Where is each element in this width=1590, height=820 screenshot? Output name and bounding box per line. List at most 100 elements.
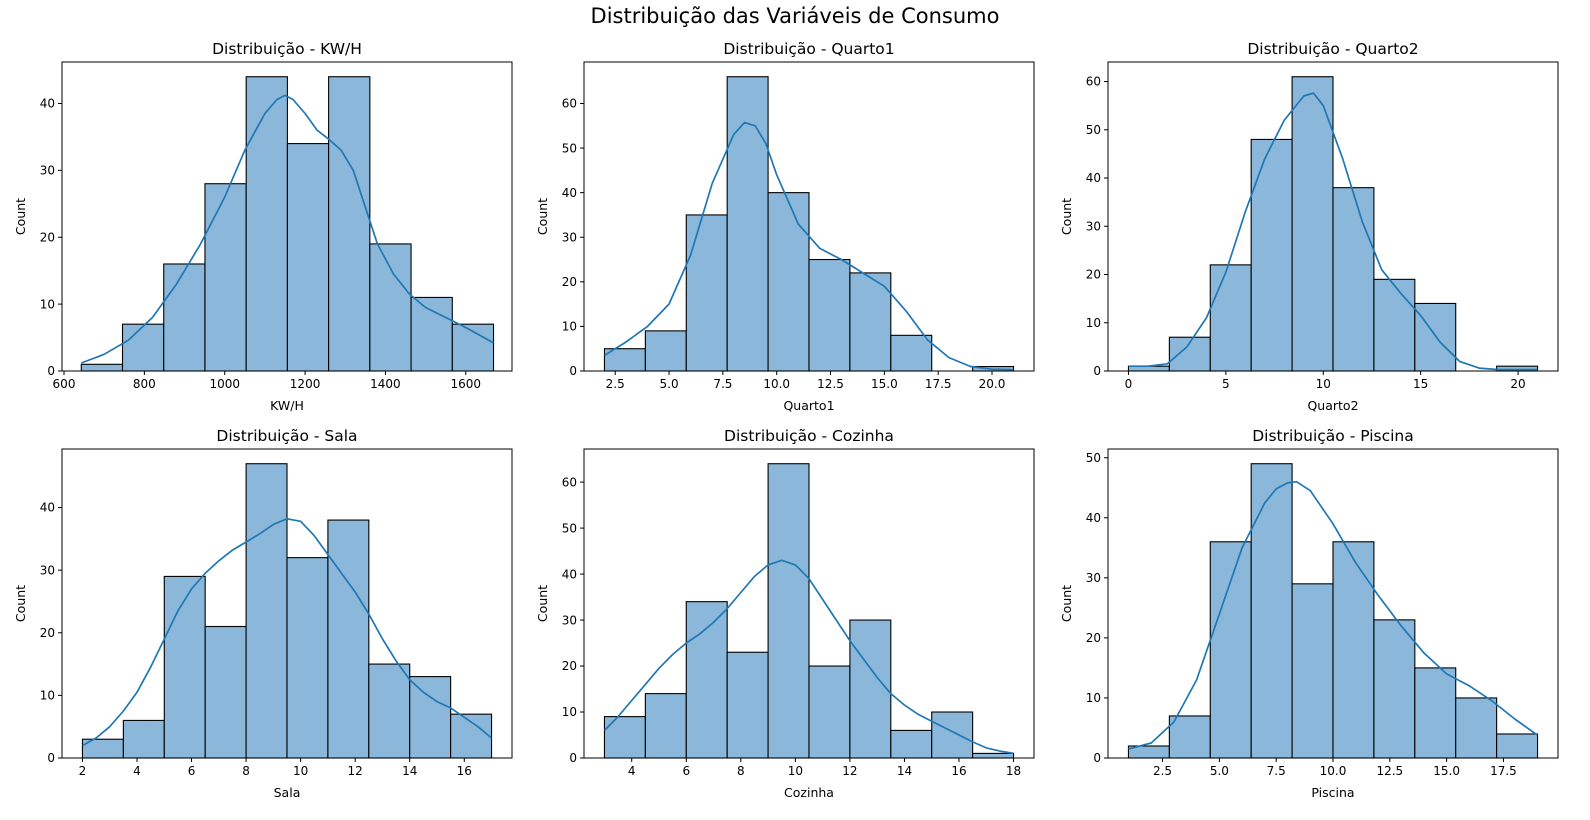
x-tick-label: 18: [1006, 764, 1021, 778]
histogram-bar: [327, 519, 370, 759]
x-tick-label: 12: [842, 764, 857, 778]
y-tick-label: 40: [40, 97, 55, 111]
histogram-bar: [369, 243, 412, 372]
x-tick-label: 12.5: [1376, 764, 1403, 778]
y-tick-label: 20: [40, 626, 55, 640]
figure-title: Distribuição das Variáveis de Consumo: [590, 4, 1000, 28]
histogram-bar: [1455, 697, 1498, 759]
x-tick-label: 12: [348, 764, 363, 778]
histogram-bar: [890, 729, 933, 759]
histogram-bar: [726, 651, 769, 759]
y-tick-label: 10: [562, 705, 577, 719]
x-tick-label: 20.0: [979, 377, 1006, 391]
kde-line: [80, 94, 494, 364]
histogram-bar: [1209, 541, 1252, 759]
subplot-5: 4 6 8 10 12 14 16 18 0 10 20 30 40 50 60 Cozinha Count Di…: [535, 427, 1035, 800]
x-tick-label: 7.5: [713, 377, 732, 391]
histogram-bar: [328, 76, 371, 372]
y-axis-label: Count: [535, 198, 550, 235]
histogram-bar: [450, 713, 493, 759]
y-tick-label: 0: [569, 364, 577, 378]
histogram-bar: [245, 463, 288, 759]
x-tick-label: 1400: [370, 377, 401, 391]
subplot-title: Distribuição - Cozinha: [724, 427, 894, 445]
x-tick-label: 1000: [209, 377, 240, 391]
histogram-bar: [1291, 76, 1334, 372]
y-tick-label: 0: [47, 751, 55, 765]
x-tick-label: 6: [188, 764, 196, 778]
histogram-bar: [409, 676, 452, 759]
y-tick-label: 20: [40, 230, 55, 244]
x-tick-label: 16: [951, 764, 966, 778]
x-tick-label: 10.0: [1320, 764, 1347, 778]
kde-line: [604, 121, 1014, 371]
histogram-bar: [644, 693, 687, 759]
histogram-bar: [890, 334, 933, 372]
y-tick-label: 50: [1086, 123, 1101, 137]
histogram-bar: [286, 143, 330, 372]
y-tick-label: 10: [562, 320, 577, 334]
x-tick-label: 8: [737, 764, 745, 778]
histogram-bar: [286, 557, 329, 759]
y-axis-label: Count: [13, 585, 28, 622]
subplot-1: 600 800 1000 1200 1400 1600 0 10 20 30 40 KW/H Count…: [13, 40, 513, 413]
x-tick-label: 12.5: [817, 377, 844, 391]
subplot-title: Distribuição - Quarto1: [723, 40, 894, 58]
x-tick-label: 6: [682, 764, 690, 778]
histogram-bar: [1373, 278, 1416, 372]
histogram-bar: [1414, 302, 1457, 372]
histogram-bar: [163, 263, 206, 372]
x-tick-label: 10: [293, 764, 308, 778]
x-tick-label: 15.0: [1433, 764, 1460, 778]
x-axis-label: Piscina: [1311, 785, 1354, 800]
y-tick-label: 30: [40, 563, 55, 577]
x-tick-label: 10: [788, 764, 803, 778]
y-tick-label: 40: [562, 186, 577, 200]
y-axis-label: Count: [1059, 585, 1074, 622]
x-tick-label: 8: [242, 764, 250, 778]
x-tick-label: 15.0: [871, 377, 898, 391]
y-axis-label: Count: [13, 198, 28, 235]
x-tick-label: 14: [897, 764, 912, 778]
y-tick-label: 10: [40, 689, 55, 703]
histogram-bar: [204, 625, 247, 759]
x-tick-label: 2: [79, 764, 87, 778]
histogram-bar: [121, 323, 165, 372]
y-tick-label: 40: [562, 567, 577, 581]
x-tick-label: 5: [1222, 377, 1230, 391]
y-tick-label: 0: [569, 751, 577, 765]
axes-frame: [61, 61, 513, 372]
subplot-3: 0 5 10 15 20 0 10 20 30 40 50 60 Quarto2 Count Distrib…: [1059, 40, 1559, 413]
y-tick-label: 50: [1086, 451, 1101, 465]
histogram-bar: [1250, 463, 1293, 759]
y-tick-label: 0: [47, 364, 55, 378]
y-tick-label: 60: [562, 97, 577, 111]
axes-frame: [1107, 61, 1559, 372]
histogram-bar: [603, 716, 646, 759]
histogram-bar: [849, 272, 892, 372]
histogram-bar: [931, 711, 974, 759]
histogram-bar: [767, 463, 810, 759]
histogram-bar: [368, 663, 411, 759]
histogram-bar: [685, 214, 728, 372]
kde-line: [1128, 92, 1538, 371]
y-tick-label: 40: [1086, 171, 1101, 185]
x-tick-label: 2.5: [606, 377, 625, 391]
y-tick-label: 60: [1086, 75, 1101, 89]
histogram-bar: [685, 601, 728, 759]
y-tick-label: 10: [40, 297, 55, 311]
histogram-bar: [122, 719, 165, 759]
x-tick-label: 7.5: [1267, 764, 1286, 778]
kde-line: [1128, 480, 1538, 750]
y-axis-label: Count: [535, 585, 550, 622]
x-tick-label: 5.0: [660, 377, 679, 391]
histogram-bar: [1414, 667, 1457, 759]
x-tick-label: 17.5: [1490, 764, 1517, 778]
histogram-bar: [726, 76, 769, 372]
x-tick-label: 1200: [290, 377, 321, 391]
y-tick-label: 20: [1086, 631, 1101, 645]
y-tick-label: 50: [562, 141, 577, 155]
y-tick-label: 40: [1086, 511, 1101, 525]
y-tick-label: 10: [1086, 691, 1101, 705]
